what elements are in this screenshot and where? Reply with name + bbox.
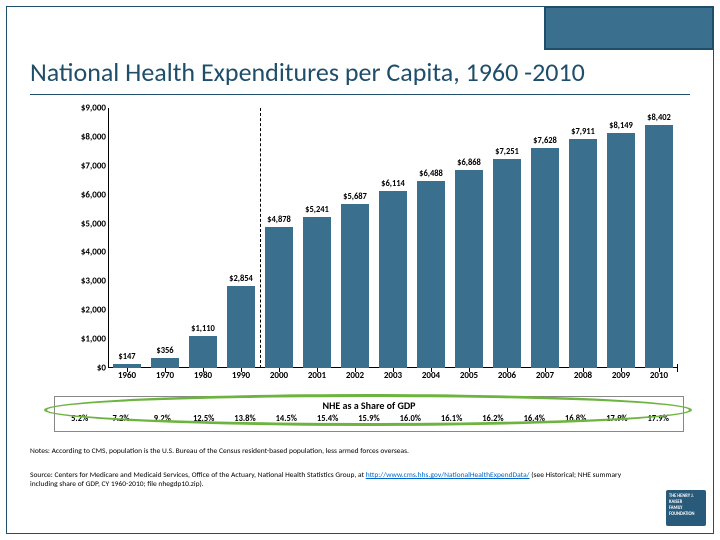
x-tick-mark (317, 368, 318, 372)
bar-value-label: $8,402 (647, 113, 671, 123)
bar-value-label: $4,878 (267, 215, 291, 225)
bar (455, 170, 482, 368)
gdp-cell: 5.2% (59, 414, 100, 424)
y-tick: $9,000 (81, 103, 106, 114)
bar-value-label: $1,110 (191, 324, 215, 334)
bar (265, 227, 292, 368)
bar (151, 358, 178, 368)
bar-value-label: $5,687 (343, 192, 367, 202)
bar (607, 133, 634, 368)
y-axis: $0$1,000$2,000$3,000$4,000$5,000$6,000$7… (60, 108, 108, 368)
bar-value-label: $6,114 (381, 179, 405, 189)
bar-value-label: $356 (156, 346, 173, 356)
bar-value-label: $8,149 (609, 121, 633, 131)
slide-title: National Health Expenditures per Capita,… (30, 56, 585, 88)
gdp-title: NHE as a Share of GDP (55, 397, 683, 412)
bar (417, 181, 444, 368)
bar-value-label: $2,854 (229, 274, 253, 284)
x-end-tick (677, 364, 678, 372)
y-tick: $0 (97, 363, 106, 374)
x-tick-mark (165, 368, 166, 372)
bar (303, 217, 330, 368)
x-tick-mark (469, 368, 470, 372)
gdp-cell: 16.1% (431, 414, 472, 424)
gdp-cell: 16.0% (390, 414, 431, 424)
y-tick: $2,000 (81, 305, 106, 316)
kaiser-logo (666, 490, 706, 526)
y-tick: $3,000 (81, 276, 106, 287)
x-tick-mark (279, 368, 280, 372)
x-tick-mark (583, 368, 584, 372)
x-tick-mark (241, 368, 242, 372)
gdp-cell: 9.2% (142, 414, 183, 424)
x-tick-mark (127, 368, 128, 372)
gdp-cell: 16.2% (472, 414, 513, 424)
x-tick-mark (507, 368, 508, 372)
era-separator (260, 108, 261, 368)
title-underline (30, 94, 690, 95)
gdp-cell: 12.5% (183, 414, 224, 424)
bar (531, 148, 558, 368)
x-tick-mark (545, 368, 546, 372)
x-tick-mark (355, 368, 356, 372)
y-tick: $7,000 (81, 160, 106, 171)
y-tick: $6,000 (81, 189, 106, 200)
gdp-cell: 17.9% (638, 414, 679, 424)
gdp-cell: 16.4% (514, 414, 555, 424)
bar-value-label: $6,868 (457, 158, 481, 168)
gdp-cell: 17.9% (596, 414, 637, 424)
x-tick-mark (203, 368, 204, 372)
bar (189, 336, 216, 368)
y-tick: $4,000 (81, 247, 106, 258)
y-tick: $8,000 (81, 131, 106, 142)
x-tick-mark (659, 368, 660, 372)
x-tick-mark (621, 368, 622, 372)
gdp-cell: 13.8% (224, 414, 265, 424)
bar-value-label: $147 (118, 352, 135, 362)
gdp-cell: 7.2% (100, 414, 141, 424)
gdp-cell: 15.9% (348, 414, 389, 424)
bar-value-label: $5,241 (305, 205, 329, 215)
bar (379, 191, 406, 368)
chart-plot-area: $1471960$3561970$1,1101980$2,8541990$4,8… (108, 108, 678, 368)
gdp-cell: 14.5% (266, 414, 307, 424)
bar (493, 159, 520, 368)
source-line: Source: Centers for Medicare and Medicai… (30, 472, 630, 489)
y-tick: $1,000 (81, 334, 106, 345)
bar (645, 125, 672, 368)
x-tick-mark (431, 368, 432, 372)
bar (341, 204, 368, 368)
source-link[interactable]: http://www.cms.hhs.gov/NationalHealthExp… (366, 471, 530, 480)
notes-line: Notes: According to CMS, population is t… (30, 448, 630, 457)
bar-chart: $0 $1,000 $2,000 $3,000 $4,000 $5,000 $6,000 $7… (60, 108, 680, 388)
bar-value-label: $6,488 (419, 169, 443, 179)
title-accent-box (544, 6, 714, 50)
bar-value-label: $7,251 (495, 147, 519, 157)
gdp-cell: 16.8% (555, 414, 596, 424)
x-tick-mark (393, 368, 394, 372)
bar-value-label: $7,628 (533, 136, 557, 146)
y-tick: $5,000 (81, 218, 106, 229)
gdp-share-table: NHE as a Share of GDP 5.2%7.2%9.2%12.5%1… (54, 396, 684, 432)
gdp-row: 5.2%7.2%9.2%12.5%13.8%14.5%15.4%15.9%16.… (55, 412, 683, 424)
gdp-cell: 15.4% (307, 414, 348, 424)
bar (569, 139, 596, 368)
bar-value-label: $7,911 (571, 127, 595, 137)
bar (227, 286, 254, 368)
